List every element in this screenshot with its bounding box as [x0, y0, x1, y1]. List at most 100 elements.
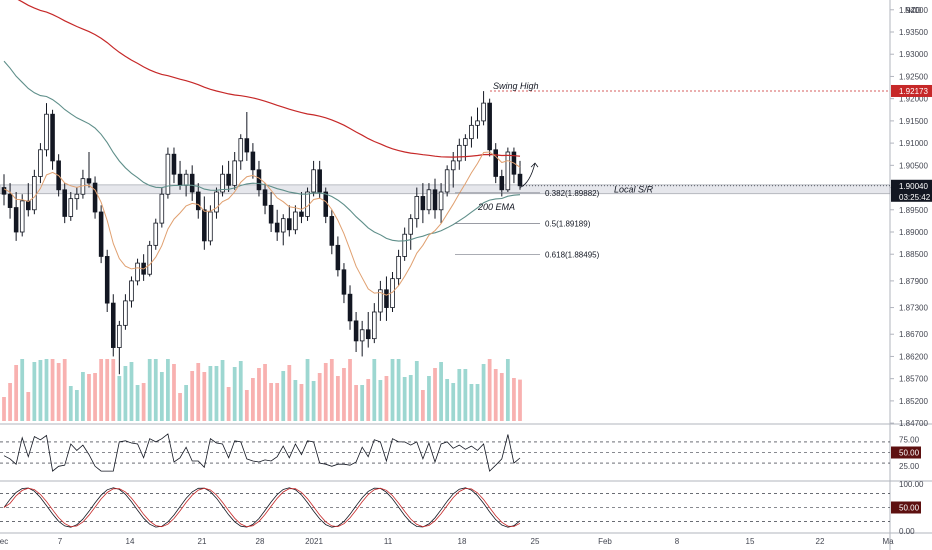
candle — [335, 244, 341, 271]
candle — [177, 173, 183, 186]
volume-bar — [457, 369, 462, 421]
volume-bar — [433, 368, 437, 421]
y-tick-label: 1.92500 — [899, 72, 928, 81]
volume-bar — [299, 384, 304, 421]
volume-bar — [202, 372, 207, 421]
stoch-k-line — [3, 487, 521, 528]
candle — [280, 218, 286, 233]
volume-bar — [238, 361, 243, 421]
volume-bar — [275, 383, 280, 421]
x-tick-label: 15 — [746, 537, 755, 546]
rsi-current-tag — [891, 446, 921, 459]
candle — [396, 256, 401, 280]
volume-bar — [269, 383, 273, 421]
volume-bar — [451, 383, 456, 421]
x-tick-label: 28 — [256, 537, 265, 546]
swing-high-label: Swing High — [493, 81, 539, 91]
volume-bar — [257, 368, 261, 421]
candle — [256, 169, 262, 191]
candle — [232, 160, 237, 186]
candle — [481, 102, 486, 122]
x-tick-label: 22 — [816, 537, 825, 546]
volume-bar — [74, 390, 79, 421]
volume-bar — [8, 383, 12, 421]
rsi-current-label: 50.00 — [899, 449, 920, 458]
volume-bar — [38, 360, 43, 421]
volume-bar — [463, 369, 468, 421]
volume-bar — [68, 386, 73, 421]
stoch-pane[interactable] — [0, 487, 890, 528]
candle — [68, 198, 74, 217]
volume-bar — [317, 373, 322, 421]
x-tick-label: 25 — [531, 537, 540, 546]
candle — [26, 200, 31, 211]
volume-bar — [20, 359, 25, 421]
x-tick-label: Feb — [598, 537, 612, 546]
fib-level-label: 0.5(1.89189) — [545, 220, 591, 229]
volume-bar — [402, 377, 407, 421]
price-axis[interactable]: 1.94000 1.93500 1.93000 1.92500 1.92000 1.915… — [890, 6, 932, 536]
candle — [487, 102, 492, 151]
candle — [13, 207, 19, 233]
candle — [372, 311, 377, 340]
volume-bar — [62, 359, 67, 421]
candle — [62, 189, 67, 217]
volume-bar — [93, 373, 97, 421]
candle — [432, 189, 438, 211]
ema-200-line — [17, 0, 521, 158]
candle — [7, 193, 13, 208]
volume-bar — [487, 359, 492, 421]
volume-bar — [372, 359, 377, 421]
volume-bar — [354, 385, 358, 421]
volume-bar — [44, 359, 49, 421]
volume-bar — [420, 390, 425, 421]
y-tick-label: 1.87300 — [899, 304, 928, 313]
stoch-current-label: 50.00 — [899, 504, 920, 513]
volume-bar — [293, 380, 298, 421]
y-tick-label: 1.86700 — [899, 330, 928, 339]
candle — [135, 262, 140, 282]
volume-bar — [87, 374, 91, 421]
volume-bar — [2, 397, 6, 421]
x-tick-label: ec — [0, 537, 8, 546]
volume-bar — [105, 359, 110, 421]
volume-bar — [14, 365, 19, 421]
candle — [493, 149, 498, 177]
volume-bar — [123, 366, 128, 421]
rsi-pane[interactable] — [0, 433, 890, 472]
y-tick-label: 1.94000 — [899, 6, 928, 15]
x-tick-label: 21 — [198, 537, 207, 546]
local-sr-label: Local S/R — [614, 184, 654, 194]
y-tick-label: 1.91000 — [899, 139, 928, 148]
volume-bar — [129, 362, 134, 421]
volume-bar — [414, 361, 419, 421]
stoch-tick-label: 100.00 — [899, 480, 924, 489]
time-axis[interactable]: ec 7 14 21 28 2021 11 18 25 Feb 8 15 22 Ma — [0, 537, 894, 546]
y-tick-label: 1.84700 — [899, 419, 928, 428]
candle — [238, 138, 244, 162]
candle — [189, 173, 195, 193]
volume-bar — [263, 364, 267, 421]
x-tick-label: 11 — [384, 537, 393, 546]
volume-bar — [159, 372, 164, 421]
candle — [353, 320, 359, 342]
candle — [38, 149, 43, 177]
volume-bar — [396, 359, 401, 421]
rsi-tick-label: 25.00 — [899, 462, 920, 471]
swing-high-price-tag — [891, 84, 932, 97]
volume-bar — [244, 390, 249, 421]
y-tick-label: 1.90500 — [899, 161, 928, 170]
volume-bar — [147, 359, 152, 421]
candle — [365, 329, 371, 340]
candle — [268, 204, 274, 224]
volume-bar — [190, 371, 195, 421]
candle — [274, 222, 280, 233]
candle — [98, 211, 104, 257]
candle — [32, 176, 37, 211]
y-tick-label: 1.91500 — [899, 117, 928, 126]
y-tick-label: 1.87900 — [899, 277, 928, 286]
candle — [402, 233, 407, 257]
candle — [153, 222, 159, 246]
